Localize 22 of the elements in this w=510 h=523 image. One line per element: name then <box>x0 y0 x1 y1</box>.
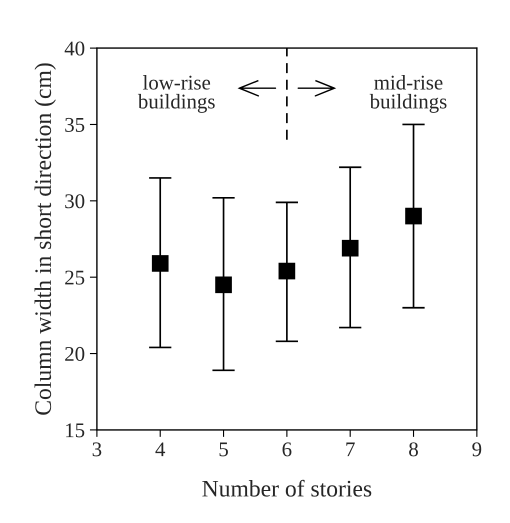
point <box>405 208 422 224</box>
y-tick-label: 35 <box>65 118 84 132</box>
point <box>342 240 359 257</box>
y-tick-label: 40 <box>64 41 84 56</box>
point <box>152 255 169 272</box>
y-tick-label: 30 <box>65 194 84 208</box>
y-tick-label: 15 <box>66 423 84 438</box>
x-tick-label: 8 <box>409 442 418 456</box>
y-axis-title: Column width in short direction (cm) <box>34 63 56 415</box>
annotation: mid-rise buildings <box>370 75 446 113</box>
point <box>215 276 232 294</box>
x-axis-title: Number of stories <box>202 480 372 497</box>
y-tick-label: 20 <box>65 346 84 361</box>
annotation: low-rise buildings <box>138 75 215 113</box>
x-tick-label: 9 <box>472 442 482 456</box>
x-tick-label: 3 <box>92 442 102 456</box>
x-tick-label: 5 <box>220 442 228 456</box>
x-tick-label: 4 <box>155 442 166 456</box>
point <box>278 262 296 280</box>
y-tick-label: 25 <box>65 270 84 285</box>
x-tick-label: 7 <box>346 442 355 456</box>
x-tick-label: 6 <box>282 442 292 456</box>
